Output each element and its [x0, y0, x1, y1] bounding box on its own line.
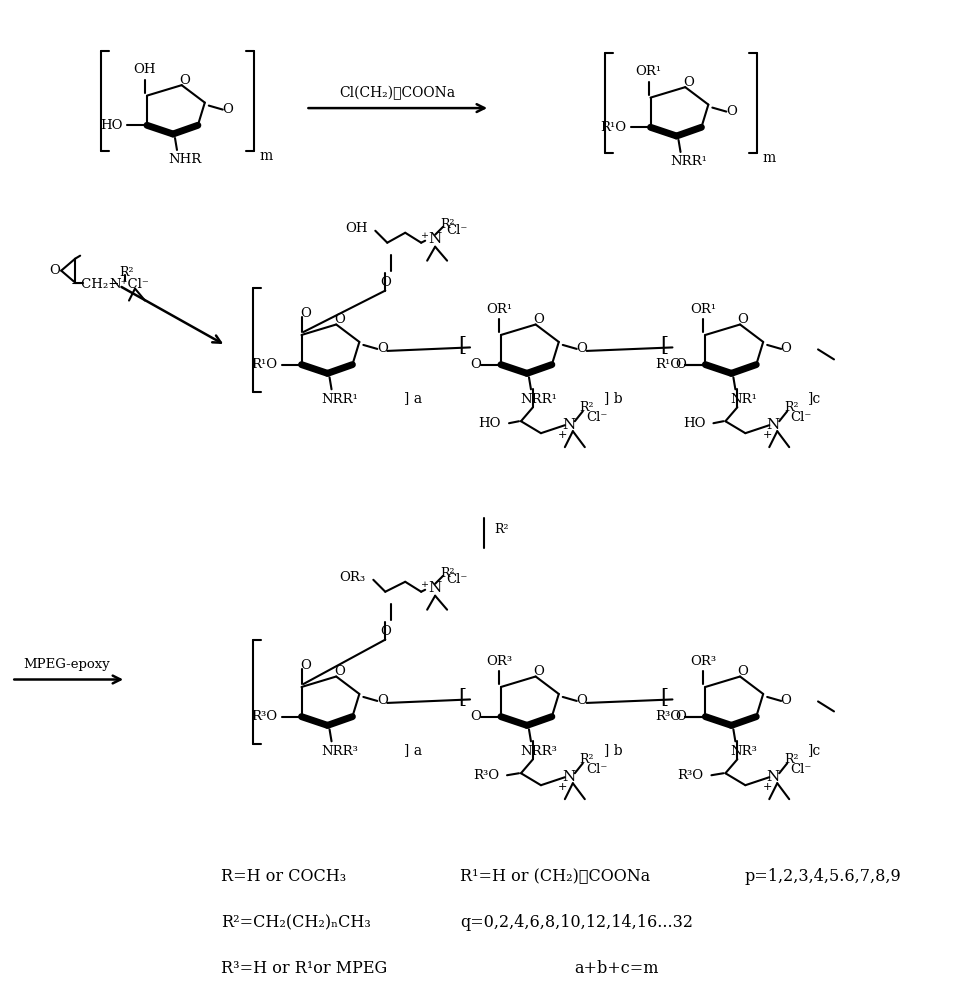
Text: m: m — [259, 149, 273, 163]
Text: NRR¹: NRR¹ — [670, 155, 707, 168]
Text: O: O — [377, 694, 388, 707]
Text: Cl⁻: Cl⁻ — [447, 224, 468, 237]
Text: R²: R² — [784, 401, 799, 414]
Text: O: O — [675, 358, 686, 371]
Text: O: O — [471, 710, 482, 723]
Text: N⁺Cl⁻: N⁺Cl⁻ — [109, 278, 149, 291]
Text: [: [ — [660, 336, 668, 355]
Text: R¹O: R¹O — [656, 358, 682, 371]
Text: [: [ — [660, 688, 668, 707]
Text: R²: R² — [120, 266, 134, 279]
Text: Cl⁻: Cl⁻ — [790, 763, 812, 776]
Text: +: + — [763, 430, 772, 440]
Text: ⁺N: ⁺N — [421, 232, 442, 246]
Text: R³O: R³O — [656, 710, 682, 723]
Text: NR¹: NR¹ — [730, 393, 757, 406]
Text: +: + — [558, 782, 568, 792]
Text: R³O: R³O — [677, 769, 703, 782]
Text: R³O: R³O — [251, 710, 278, 723]
Text: O: O — [300, 659, 311, 672]
Text: N: N — [767, 770, 780, 784]
Text: m: m — [763, 151, 776, 165]
Text: NHR: NHR — [168, 153, 201, 166]
Text: R²: R² — [495, 523, 510, 536]
Text: O: O — [334, 665, 344, 678]
Text: OH: OH — [133, 63, 157, 76]
Text: R²: R² — [440, 567, 454, 580]
Text: −CH₂−: −CH₂− — [71, 278, 120, 291]
Text: ] b: ] b — [603, 743, 623, 757]
Text: O: O — [576, 342, 587, 355]
Text: R²: R² — [579, 753, 594, 766]
Text: +: + — [558, 430, 568, 440]
Text: ] b: ] b — [603, 391, 623, 405]
Text: OR¹: OR¹ — [690, 303, 717, 316]
Text: R=H or COCH₃: R=H or COCH₃ — [220, 868, 346, 885]
Text: R³=H or R¹or MPEG: R³=H or R¹or MPEG — [220, 960, 387, 977]
Text: O: O — [576, 694, 587, 707]
Text: ]c: ]c — [808, 743, 821, 757]
Text: ] a: ] a — [404, 743, 423, 757]
Text: a+b+c=m: a+b+c=m — [574, 960, 659, 977]
Text: O: O — [533, 665, 544, 678]
Text: +: + — [763, 782, 772, 792]
Text: OH: OH — [345, 222, 367, 235]
Text: O: O — [380, 625, 391, 638]
Text: OR₃: OR₃ — [339, 571, 366, 584]
Text: N: N — [767, 418, 780, 432]
Text: [: [ — [458, 688, 466, 707]
Text: [: [ — [458, 336, 466, 355]
Text: OR¹: OR¹ — [635, 65, 661, 78]
Text: R¹=H or (CH₂)₝COONa: R¹=H or (CH₂)₝COONa — [460, 868, 651, 885]
Text: O: O — [300, 307, 311, 320]
Text: O: O — [726, 105, 737, 118]
Text: O: O — [222, 103, 233, 116]
Text: R²: R² — [784, 753, 799, 766]
Text: HO: HO — [479, 417, 501, 430]
Text: NRR¹: NRR¹ — [520, 393, 557, 406]
Text: OR¹: OR¹ — [485, 303, 512, 316]
Text: Cl(CH₂)₝COONa: Cl(CH₂)₝COONa — [339, 86, 455, 100]
Text: O: O — [738, 313, 748, 326]
Text: O: O — [683, 76, 693, 89]
Text: NR³: NR³ — [730, 745, 757, 758]
Text: R²: R² — [440, 218, 454, 231]
Text: R¹O: R¹O — [601, 121, 627, 134]
Text: ⁺N: ⁺N — [421, 581, 442, 595]
Text: NRR¹: NRR¹ — [321, 393, 358, 406]
Text: R³O: R³O — [473, 769, 499, 782]
Text: Cl⁻: Cl⁻ — [790, 411, 812, 424]
Text: O: O — [380, 276, 391, 289]
Text: ]c: ]c — [808, 391, 821, 405]
Text: O: O — [377, 342, 388, 355]
Text: R²: R² — [579, 401, 594, 414]
Text: O: O — [533, 313, 544, 326]
Text: ] a: ] a — [404, 391, 423, 405]
Text: HO: HO — [101, 119, 123, 132]
Text: O: O — [738, 665, 748, 678]
Text: N: N — [562, 770, 575, 784]
Text: MPEG-epoxy: MPEG-epoxy — [23, 658, 109, 671]
Text: O: O — [780, 342, 792, 355]
Text: q=0,2,4,6,8,10,12,14,16...32: q=0,2,4,6,8,10,12,14,16...32 — [460, 914, 693, 931]
Text: O: O — [179, 74, 190, 87]
Text: Cl⁻: Cl⁻ — [586, 763, 607, 776]
Text: R²=CH₂(CH₂)ₙCH₃: R²=CH₂(CH₂)ₙCH₃ — [220, 914, 370, 931]
Text: Cl⁻: Cl⁻ — [586, 411, 607, 424]
Text: OR³: OR³ — [690, 655, 717, 668]
Text: Cl⁻: Cl⁻ — [447, 573, 468, 586]
Text: O: O — [780, 694, 792, 707]
Text: O: O — [334, 313, 344, 326]
Text: O: O — [471, 358, 482, 371]
Text: N: N — [562, 418, 575, 432]
Text: NRR³: NRR³ — [321, 745, 358, 758]
Text: O: O — [48, 264, 60, 277]
Text: O: O — [675, 710, 686, 723]
Text: OR³: OR³ — [485, 655, 512, 668]
Text: p=1,2,3,4,5.6,7,8,9: p=1,2,3,4,5.6,7,8,9 — [745, 868, 901, 885]
Text: NRR³: NRR³ — [520, 745, 557, 758]
Text: HO: HO — [683, 417, 706, 430]
Text: R¹O: R¹O — [251, 358, 278, 371]
